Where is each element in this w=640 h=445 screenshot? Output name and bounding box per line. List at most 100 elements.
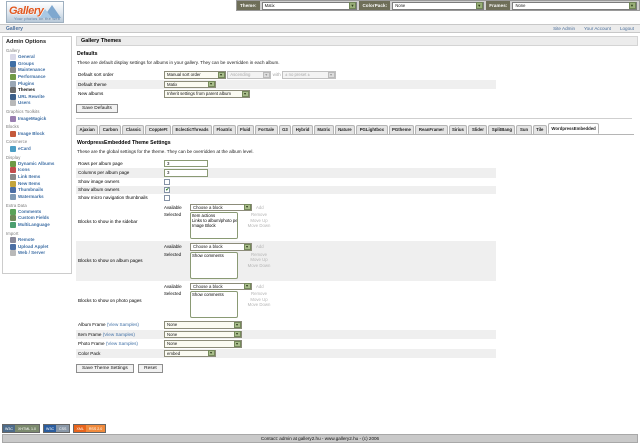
photo-frame-select[interactable]: None ▼ — [164, 340, 242, 348]
tab-wordpressembedded[interactable]: WordpressEmbedded — [547, 122, 600, 134]
tab-floatrix[interactable]: Floatrix — [213, 124, 236, 134]
admin-link-logout[interactable]: Logout — [619, 26, 634, 31]
view-samples-link[interactable]: (View Samples) — [105, 341, 138, 347]
toolbar-theme-select[interactable]: Matix ▼ — [261, 1, 358, 10]
show-micro-navigation-thumbnails-checkbox[interactable] — [164, 194, 170, 201]
tab-pgtheme[interactable]: PGtheme — [388, 124, 415, 134]
tab-nature[interactable]: Nature — [334, 124, 356, 134]
sidebar-item-themes[interactable]: Themes — [6, 87, 68, 94]
badge-left: W3C — [44, 425, 57, 432]
new-albums-select[interactable]: Inherit settings from parent album ▼ — [164, 90, 250, 98]
sidebar-item-plugins[interactable]: Plugins — [6, 80, 68, 87]
view-samples-link[interactable]: (View Samples) — [102, 331, 135, 337]
tab-forsale[interactable]: ForSale — [254, 124, 278, 134]
color-pack-select[interactable]: embed ▼ — [164, 349, 216, 357]
blocks-to-show-in-the-sidebar-available-select[interactable]: Choose a block ▼ — [190, 203, 252, 211]
blocks-to-show-in-the-sidebar-selected-list[interactable]: Item actionsLinks to album/photo peersIm… — [190, 212, 238, 239]
toolbar-colorpack-select[interactable]: None ▼ — [392, 1, 485, 10]
blocks-to-show-on-album-pages-available-select[interactable]: Choose a block ▼ — [190, 243, 252, 251]
show-image-owners-checkbox[interactable] — [164, 178, 170, 185]
list-item[interactable]: Show comments — [191, 292, 237, 297]
sort-preset-select[interactable]: ± no preset ± ▼ — [282, 71, 337, 79]
sort-direction-value: Ascending — [230, 72, 251, 78]
sidebar-item-performance[interactable]: Performance — [6, 74, 68, 81]
sidebar-item-imagemagick[interactable]: ImageMagick — [6, 115, 68, 122]
sidebar-item-image-block[interactable]: Image Block — [6, 130, 68, 137]
move-down-link[interactable]: Move Down — [247, 223, 271, 228]
blocks-to-show-on-photo-pages-available-select[interactable]: Choose a block ▼ — [190, 282, 252, 290]
sidebar-item-users[interactable]: Users — [6, 100, 68, 107]
tab-pglightbox[interactable]: PGLightbox — [356, 124, 388, 134]
blocks-to-show-in-the-sidebar-add-link[interactable]: Add — [256, 204, 264, 210]
default-sort-order-select[interactable]: Manual sort order ▼ — [164, 71, 226, 79]
validation-badge-css[interactable]: W3C CSS — [43, 424, 71, 433]
sort-direction-select[interactable]: Ascending ▼ — [227, 71, 272, 79]
validation-badge-xhtml[interactable]: W3C XHTML 1.0 — [2, 424, 41, 433]
show-album-owners-checkbox[interactable] — [164, 186, 170, 194]
album-frame-select[interactable]: None ▼ — [164, 321, 242, 329]
sidebar-item-dynamic-albums[interactable]: Dynamic Albums — [6, 160, 68, 168]
blocks-to-show-on-photo-pages-selected-list[interactable]: Show comments — [190, 291, 238, 318]
remote-icon — [10, 237, 16, 244]
gallery-logo[interactable]: Gallery Your photos on the web — [6, 1, 64, 23]
tab-eclecticthreads[interactable]: EclecticThreads — [172, 124, 212, 134]
sidebar-item-maintenance[interactable]: Maintenance — [6, 67, 68, 74]
tab-sun[interactable]: Sun — [516, 124, 532, 134]
move-up-link[interactable]: Move Up — [250, 257, 268, 262]
tab-carbon[interactable]: Carbon — [99, 124, 122, 134]
sidebar-item-upload-applet[interactable]: Upload Applet — [6, 243, 68, 250]
tab-splitbang[interactable]: SplitBang — [488, 124, 516, 134]
blocks-to-show-on-album-pages-add-link[interactable]: Add — [256, 244, 264, 250]
sidebar-item-ecard[interactable]: eCard — [6, 145, 68, 152]
save-defaults-button[interactable]: Save Defaults — [76, 103, 118, 113]
sidebar-item-url-rewrite[interactable]: URL Rewrite — [6, 93, 68, 101]
sidebar-item-multilanguage[interactable]: MultiLanguage — [6, 222, 68, 229]
sidebar-item-groups[interactable]: Groups — [6, 60, 68, 68]
move-down-link[interactable]: Move Down — [247, 302, 271, 307]
tab-g3[interactable]: G3 — [278, 124, 292, 134]
blocks-to-show-on-photo-pages-add-link[interactable]: Add — [256, 283, 264, 289]
default-theme-select[interactable]: Matix ▼ — [164, 80, 216, 88]
blocks-to-show-on-album-pages-selected-list[interactable]: Show comments — [190, 251, 238, 279]
item-frame-select[interactable]: None ▼ — [164, 330, 242, 338]
columns-per-album-page-input[interactable] — [164, 169, 208, 177]
move-up-link[interactable]: Move Up — [250, 296, 268, 302]
remove-link[interactable]: Remove — [250, 212, 267, 217]
reset-button[interactable]: Reset — [138, 364, 163, 373]
save-theme-settings-button[interactable]: Save Theme Settings — [76, 364, 134, 373]
tab-classic[interactable]: Classic — [122, 124, 145, 134]
tab-slider[interactable]: Slider — [468, 124, 488, 134]
sidebar-item-icons[interactable]: Icons — [6, 167, 68, 174]
remove-link[interactable]: Remove — [250, 291, 267, 296]
toolbar-frames-select[interactable]: None ▼ — [512, 1, 637, 10]
move-up-link[interactable]: Move Up — [250, 217, 268, 223]
tab-coppieft[interactable]: CoppIeFt — [145, 124, 172, 134]
sidebar-item-custom-fields[interactable]: Custom Fields — [6, 215, 68, 222]
tab-matrix[interactable]: Matrix — [313, 124, 334, 134]
tab-fluid[interactable]: Fluid — [236, 124, 254, 134]
sidebar-item-remote[interactable]: Remote — [6, 237, 68, 244]
sidebar-item-watermarks[interactable]: Watermarks — [6, 193, 68, 201]
sidebar-item-general[interactable]: General — [6, 54, 68, 61]
sidebar-item-link-items[interactable]: Link Items — [6, 174, 68, 181]
sidebar-item-new-items[interactable]: New Items — [6, 180, 68, 187]
remove-link[interactable]: Remove — [250, 251, 267, 257]
view-samples-link[interactable]: (View Samples) — [106, 322, 139, 328]
admin-link-site-admin[interactable]: Site Admin — [553, 26, 576, 31]
sidebar-item-web-server[interactable]: Web / Server — [6, 250, 68, 257]
list-item[interactable]: Image Block — [191, 223, 237, 228]
breadcrumb-root-link[interactable]: Gallery — [6, 25, 23, 32]
tab-ajaxian[interactable]: Ajaxian — [76, 124, 99, 134]
tab-tile[interactable]: Tile — [532, 124, 547, 134]
tab-hybrid[interactable]: Hybrid — [292, 124, 313, 134]
list-item[interactable]: Show comments — [191, 253, 237, 258]
move-down-link[interactable]: Move Down — [247, 262, 271, 268]
sidebar-item-thumbnails[interactable]: Thumbnails — [6, 187, 68, 194]
sidebar-item-comments[interactable]: Comments — [6, 208, 68, 216]
sidebar-group-title: Gallery — [6, 48, 20, 53]
rows-per-album-page-input[interactable] — [164, 159, 208, 167]
tab-sirius[interactable]: Sirius — [448, 124, 468, 134]
admin-link-your-account[interactable]: Your Account — [584, 26, 611, 31]
validation-badge-rss[interactable]: XML RSS 2.0 — [73, 424, 107, 433]
tab-reanframer[interactable]: ReanFramer — [415, 124, 448, 134]
